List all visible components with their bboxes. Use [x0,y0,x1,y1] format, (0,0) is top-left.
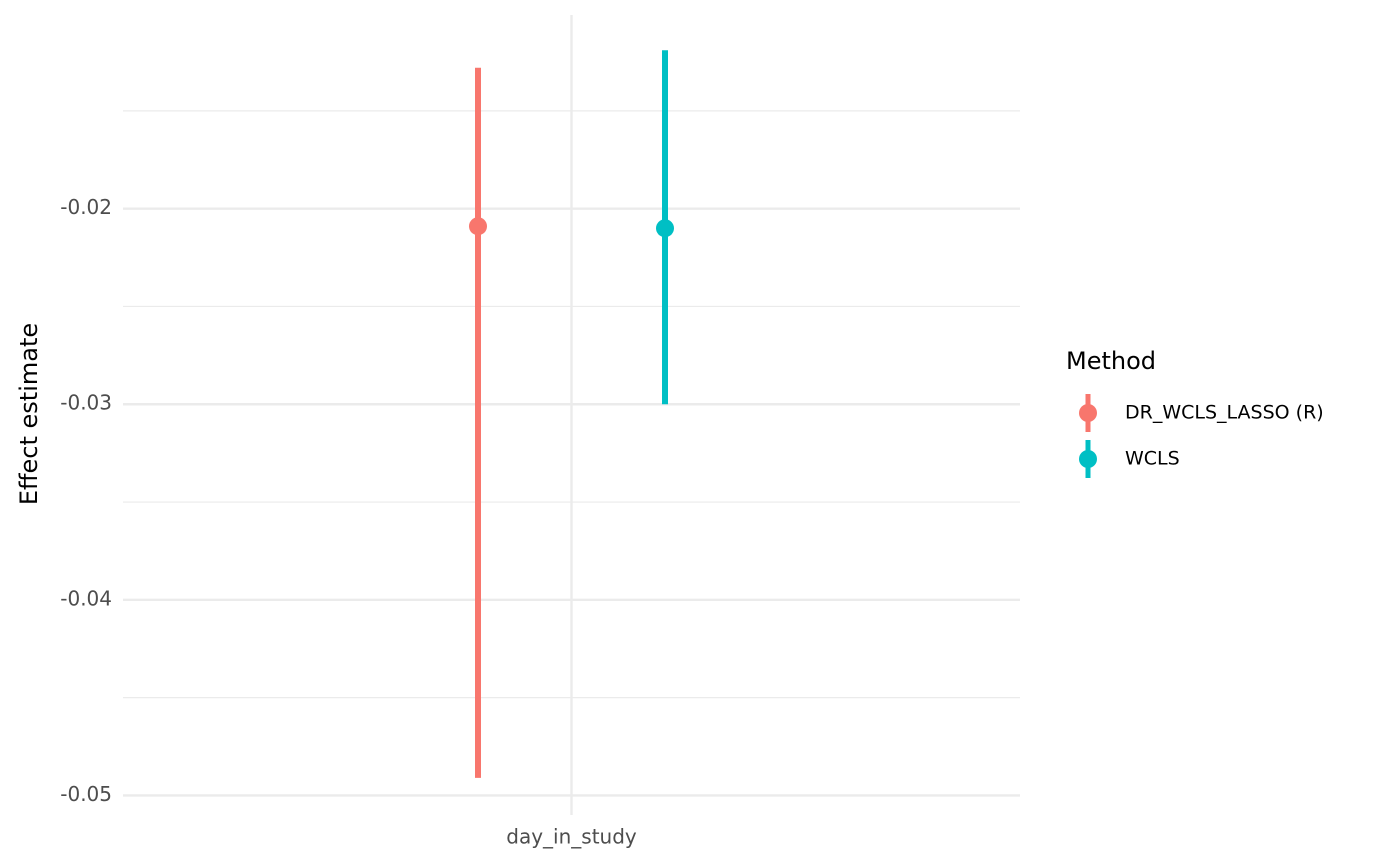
point [469,217,487,236]
y-axis-title: Effect estimate [15,323,43,505]
x-tick-label: day_in_study [506,825,637,849]
legend-point [1079,404,1097,422]
y-tick-label: -0.02 [60,195,112,219]
y-tick-label: -0.03 [60,391,112,415]
legend-label: WCLS [1125,448,1180,470]
legend-point [1079,450,1097,468]
legend-title: Method [1066,347,1156,375]
y-tick-label: -0.04 [60,586,112,610]
point [656,219,674,238]
y-tick-label: -0.05 [60,782,112,806]
legend-label: DR_WCLS_LASSO (R) [1125,402,1324,424]
